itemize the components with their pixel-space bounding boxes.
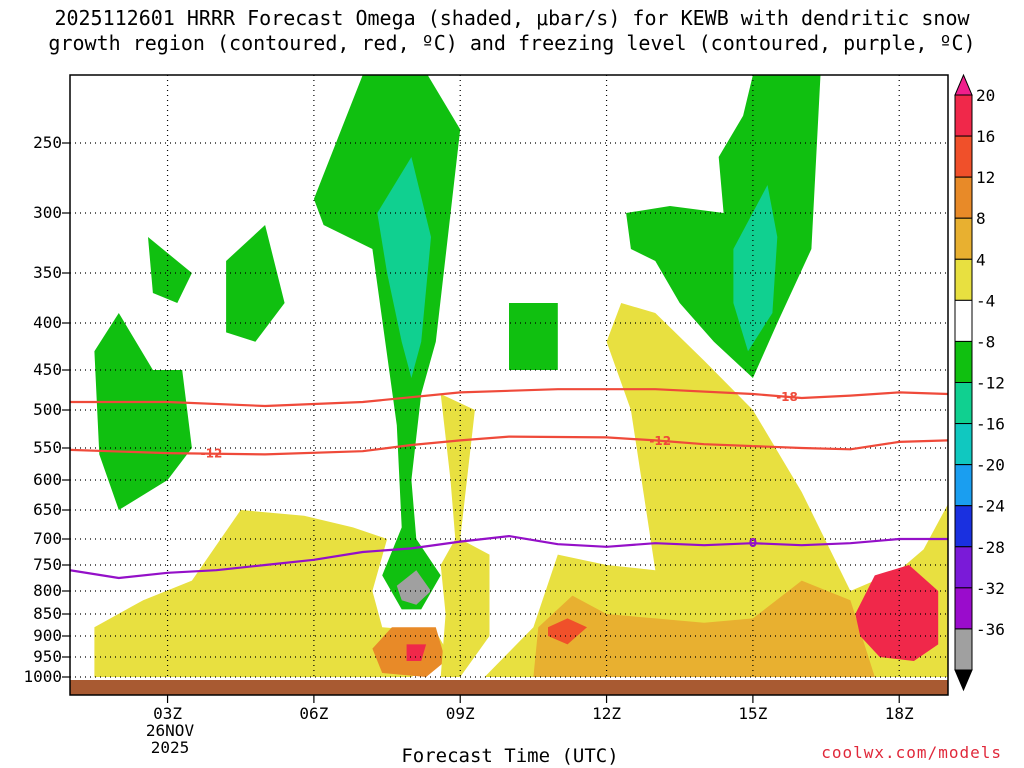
dgz-contour--12-line <box>70 435 948 456</box>
omega-region-ascent-left-03z <box>94 313 192 510</box>
y-tick-label-450: 450 <box>33 360 62 379</box>
x-tick-label-15Z: 15Z <box>738 704 767 723</box>
colorbar-label--36: -36 <box>976 620 1005 639</box>
colorbar-box-0 <box>954 94 973 137</box>
omega-region-subsidence-strong-11z <box>533 580 875 677</box>
colorbar-top-arrow <box>954 73 973 96</box>
dgz-contour--12-left-label: -12 <box>201 447 223 461</box>
colorbar-label-20: 20 <box>976 86 995 105</box>
colorbar-box-1 <box>954 135 973 178</box>
title-line-1: 2025112601 HRRR Forecast Omega (shaded, … <box>54 6 970 30</box>
colorbar-box-2 <box>954 176 973 219</box>
colorbar-box-9 <box>954 464 973 507</box>
y-tick-label-500: 500 <box>33 400 62 419</box>
colorbar-box-6 <box>954 340 973 383</box>
y-tick-label-550: 550 <box>33 438 62 457</box>
y-tick-label-950: 950 <box>33 647 62 666</box>
x-tick-label-09Z: 09Z <box>446 704 475 723</box>
omega-region-ascent-core-08z <box>377 157 431 378</box>
colorbar-label--12: -12 <box>976 374 1005 393</box>
date-label: 26NOV 2025 <box>125 722 215 756</box>
y-tick-label-800: 800 <box>33 581 62 600</box>
dgz-contour--18-label: -18 <box>776 390 798 404</box>
date-label-year: 2025 <box>150 738 190 757</box>
colorbar: 20 16 12 8 4 -4 -8 -12 -16 -20 -24 -28 -32 -36 <box>954 73 1005 692</box>
plot-frame <box>69 74 949 696</box>
y-tick-label-900: 900 <box>33 626 62 645</box>
omega-region-ascent-core-15z <box>733 185 778 352</box>
omega-region-subsidence-core-18z <box>855 565 939 661</box>
colorbar-label-16: 16 <box>976 127 995 146</box>
colorbar-label-4: 4 <box>976 250 986 269</box>
y-tick-label-400: 400 <box>33 313 62 332</box>
freezing-contour-line <box>70 535 948 580</box>
omega-region-subsidence-core-08z <box>406 644 427 661</box>
omega-region-subsidence-core-11z <box>548 618 587 645</box>
colorbar-box-5 <box>954 299 973 342</box>
omega-region-ascent-upper-04z <box>226 225 285 342</box>
omega-region-subsidence-low-right <box>484 303 948 677</box>
x-tick-label-03Z: 03Z <box>153 704 182 723</box>
ground-surface <box>70 680 948 695</box>
y-tick-label-1000: 1000 <box>23 667 62 686</box>
date-label-day: 26NOV <box>145 721 195 740</box>
y-tick-label-650: 650 <box>33 500 62 519</box>
colorbar-box-13 <box>954 628 973 671</box>
y-tick-label-600: 600 <box>33 470 62 489</box>
colorbar-box-10 <box>954 505 973 548</box>
colorbar-label--24: -24 <box>976 497 1005 516</box>
freezing-contour-label: 0 <box>749 536 757 550</box>
colorbar-box-4 <box>954 258 973 301</box>
colorbar-box-3 <box>954 217 973 260</box>
colorbar-label--16: -16 <box>976 415 1005 434</box>
omega-region-ascent-box-10z <box>509 303 558 370</box>
omega-region-subsidence-band-09z <box>440 394 490 677</box>
x-tick-label-18Z: 18Z <box>885 704 914 723</box>
x-tick-label-12Z: 12Z <box>592 704 621 723</box>
colorbar-label-12: 12 <box>976 168 995 187</box>
omega-region-ascent-upper-02z <box>148 237 192 303</box>
y-tick-label-850: 850 <box>33 604 62 623</box>
colorbar-label--28: -28 <box>976 538 1005 557</box>
colorbar-label--8: -8 <box>976 332 995 351</box>
colorbar-box-8 <box>954 423 973 466</box>
y-tick-label-250: 250 <box>33 133 62 152</box>
credit-link[interactable]: coolwx.com/models <box>821 743 1002 762</box>
dgz-contour--18-line <box>70 388 948 408</box>
colorbar-box-11 <box>954 546 973 589</box>
x-axis-title: Forecast Time (UTC) <box>401 745 619 767</box>
omega-region-ascent-extreme-08z <box>396 570 431 605</box>
colorbar-label-8: 8 <box>976 209 986 228</box>
y-tick-label-350: 350 <box>33 263 62 282</box>
chart-title: 2025112601 HRRR Forecast Omega (shaded, … <box>0 6 1024 56</box>
colorbar-bottom-arrow <box>954 669 973 692</box>
colorbar-box-12 <box>954 587 973 630</box>
plot-area: -18 -12 -12 0 <box>70 75 948 695</box>
y-tick-label-750: 750 <box>33 555 62 574</box>
axes: 250 300 350 400 450 500 550 600 650 700 750 800 850 9… <box>23 74 949 723</box>
x-tick-label-06Z: 06Z <box>299 704 328 723</box>
colorbar-box-7 <box>954 382 973 425</box>
title-line-2: growth region (contoured, red, ºC) and f… <box>48 31 976 55</box>
colorbar-label--32: -32 <box>976 579 1005 598</box>
dgz-contour--12-label: -12 <box>649 434 671 448</box>
y-tick-label-300: 300 <box>33 203 62 222</box>
colorbar-label--20: -20 <box>976 456 1005 475</box>
colorbar-label--4: -4 <box>976 291 995 310</box>
y-tick-label-700: 700 <box>33 529 62 548</box>
